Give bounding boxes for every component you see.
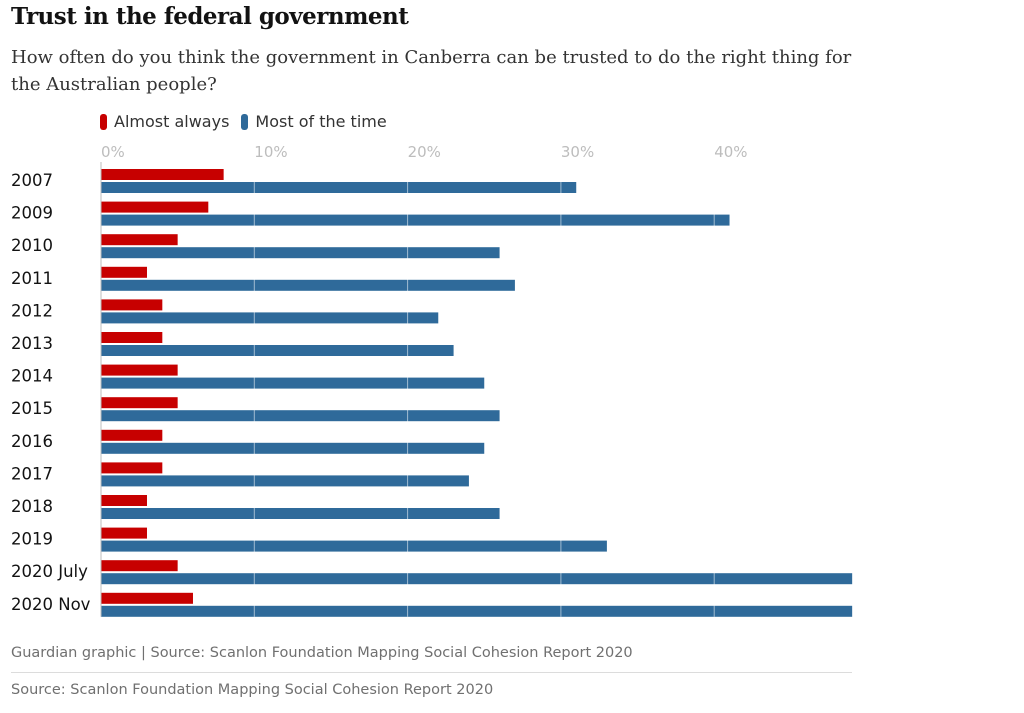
category-label-2013: 2013 <box>11 334 53 353</box>
bar-most-of-the-time-2016 <box>101 442 485 454</box>
bar-almost-always-2018 <box>101 495 147 506</box>
bar-almost-always-2009 <box>101 201 209 213</box>
bar-almost-always-2015 <box>101 397 178 409</box>
bar-most-of-the-time-2010 <box>101 247 500 259</box>
bar-most-of-the-time-2018 <box>101 508 500 519</box>
bar-most-of-the-time-2014 <box>101 377 485 389</box>
category-label-2016: 2016 <box>11 432 53 451</box>
chart-subtitle: How often do you think the government in… <box>11 47 852 95</box>
x-tick-label-40: 40% <box>714 143 747 161</box>
category-label-2007: 2007 <box>11 171 53 190</box>
footer-source: Source: Scanlon Foundation Mapping Socia… <box>11 682 494 698</box>
category-label-2015: 2015 <box>11 399 53 418</box>
legend-item-almost-always: Almost always <box>100 112 229 131</box>
legend-item-most-of-the-time: Most of the time <box>241 112 387 131</box>
bar-almost-always-2007 <box>101 169 224 180</box>
category-label-2012: 2012 <box>11 301 53 320</box>
footer-credit: Guardian graphic | Source: Scanlon Found… <box>11 645 633 661</box>
category-label-2019: 2019 <box>11 530 53 549</box>
bar-chart: 0% 10% 20% 30% 40% 2007 2009 2010 2011 2012 2013 20… <box>11 143 853 617</box>
category-label-2020-nov: 2020 Nov <box>11 595 91 614</box>
bar-most-of-the-time-2009 <box>101 214 730 226</box>
bar-most-of-the-time-2015 <box>101 410 500 422</box>
bar-almost-always-2019 <box>101 527 147 539</box>
legend-label-almost-always: Almost always <box>114 112 230 131</box>
bar-almost-always-2014 <box>101 364 178 376</box>
bar-most-of-the-time-2019 <box>101 540 607 552</box>
bar-most-of-the-time-2012 <box>101 312 439 324</box>
x-tick-label-10: 10% <box>254 143 287 161</box>
bar-almost-always-2013 <box>101 332 163 343</box>
footer-divider <box>11 672 852 673</box>
bar-most-of-the-time-2007 <box>101 182 577 193</box>
bar-almost-always-2020-july <box>101 560 178 572</box>
category-label-2009: 2009 <box>11 204 53 223</box>
x-tick-label-30: 30% <box>561 143 594 161</box>
category-label-2020-july: 2020 July <box>11 562 88 581</box>
chart-title: Trust in the federal government <box>11 3 409 30</box>
x-tick-label-20: 20% <box>408 143 441 161</box>
bar-almost-always-2016 <box>101 429 163 441</box>
legend-label-most-of-the-time: Most of the time <box>255 112 387 131</box>
bar-most-of-the-time-2020-nov <box>101 605 853 617</box>
legend-swatch-almost-always <box>100 113 107 130</box>
chart-legend: Almost always Most of the time <box>100 112 399 131</box>
bar-almost-always-2017 <box>101 462 163 474</box>
legend-swatch-most-of-the-time <box>241 113 249 130</box>
bar-almost-always-2020-nov <box>101 592 193 604</box>
bar-almost-always-2011 <box>101 266 147 278</box>
x-tick-label-0: 0% <box>101 143 125 161</box>
bar-almost-always-2012 <box>101 299 163 311</box>
bar-most-of-the-time-2013 <box>101 345 454 356</box>
category-label-2010: 2010 <box>11 236 53 255</box>
category-label-2017: 2017 <box>11 464 53 483</box>
bar-most-of-the-time-2020-july <box>101 573 853 585</box>
bar-most-of-the-time-2017 <box>101 475 469 487</box>
bar-most-of-the-time-2011 <box>101 279 515 291</box>
bar-almost-always-2010 <box>101 234 178 246</box>
category-label-2011: 2011 <box>11 269 53 288</box>
category-label-2014: 2014 <box>11 367 53 386</box>
category-label-2018: 2018 <box>11 497 53 516</box>
